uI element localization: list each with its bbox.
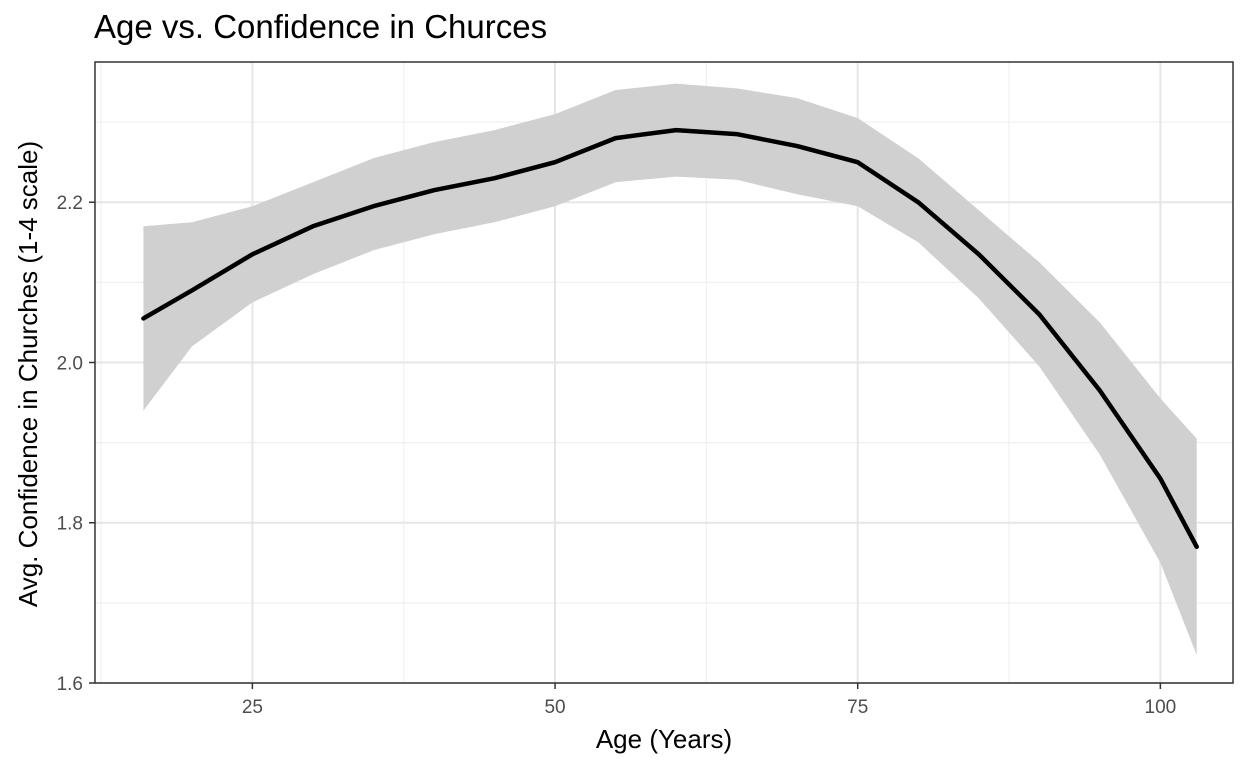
- panel-border: [94, 61, 1234, 684]
- y-tick-label: 2.0: [57, 353, 83, 374]
- x-tick-label: 100: [1145, 697, 1177, 718]
- y-axis-title: Avg. Confidence in Churches (1-4 scale): [13, 141, 43, 607]
- trend-line: [141, 127, 1199, 550]
- x-axis-title: Age (Years): [596, 724, 732, 754]
- y-tick-label: 1.6: [57, 674, 83, 695]
- y-tick-label: 1.8: [57, 514, 83, 535]
- x-tick-label: 75: [847, 697, 868, 718]
- x-tick-label: 50: [544, 697, 565, 718]
- y-tick-label: 2.2: [57, 193, 83, 214]
- confidence-band: [143, 83, 1197, 656]
- chart-title: Age vs. Confidence in Churces: [94, 8, 548, 45]
- ticks-layer: 25 50 75 100 1.6 1.8 2.0 2.2: [57, 193, 1177, 718]
- x-tick-label: 25: [242, 697, 263, 718]
